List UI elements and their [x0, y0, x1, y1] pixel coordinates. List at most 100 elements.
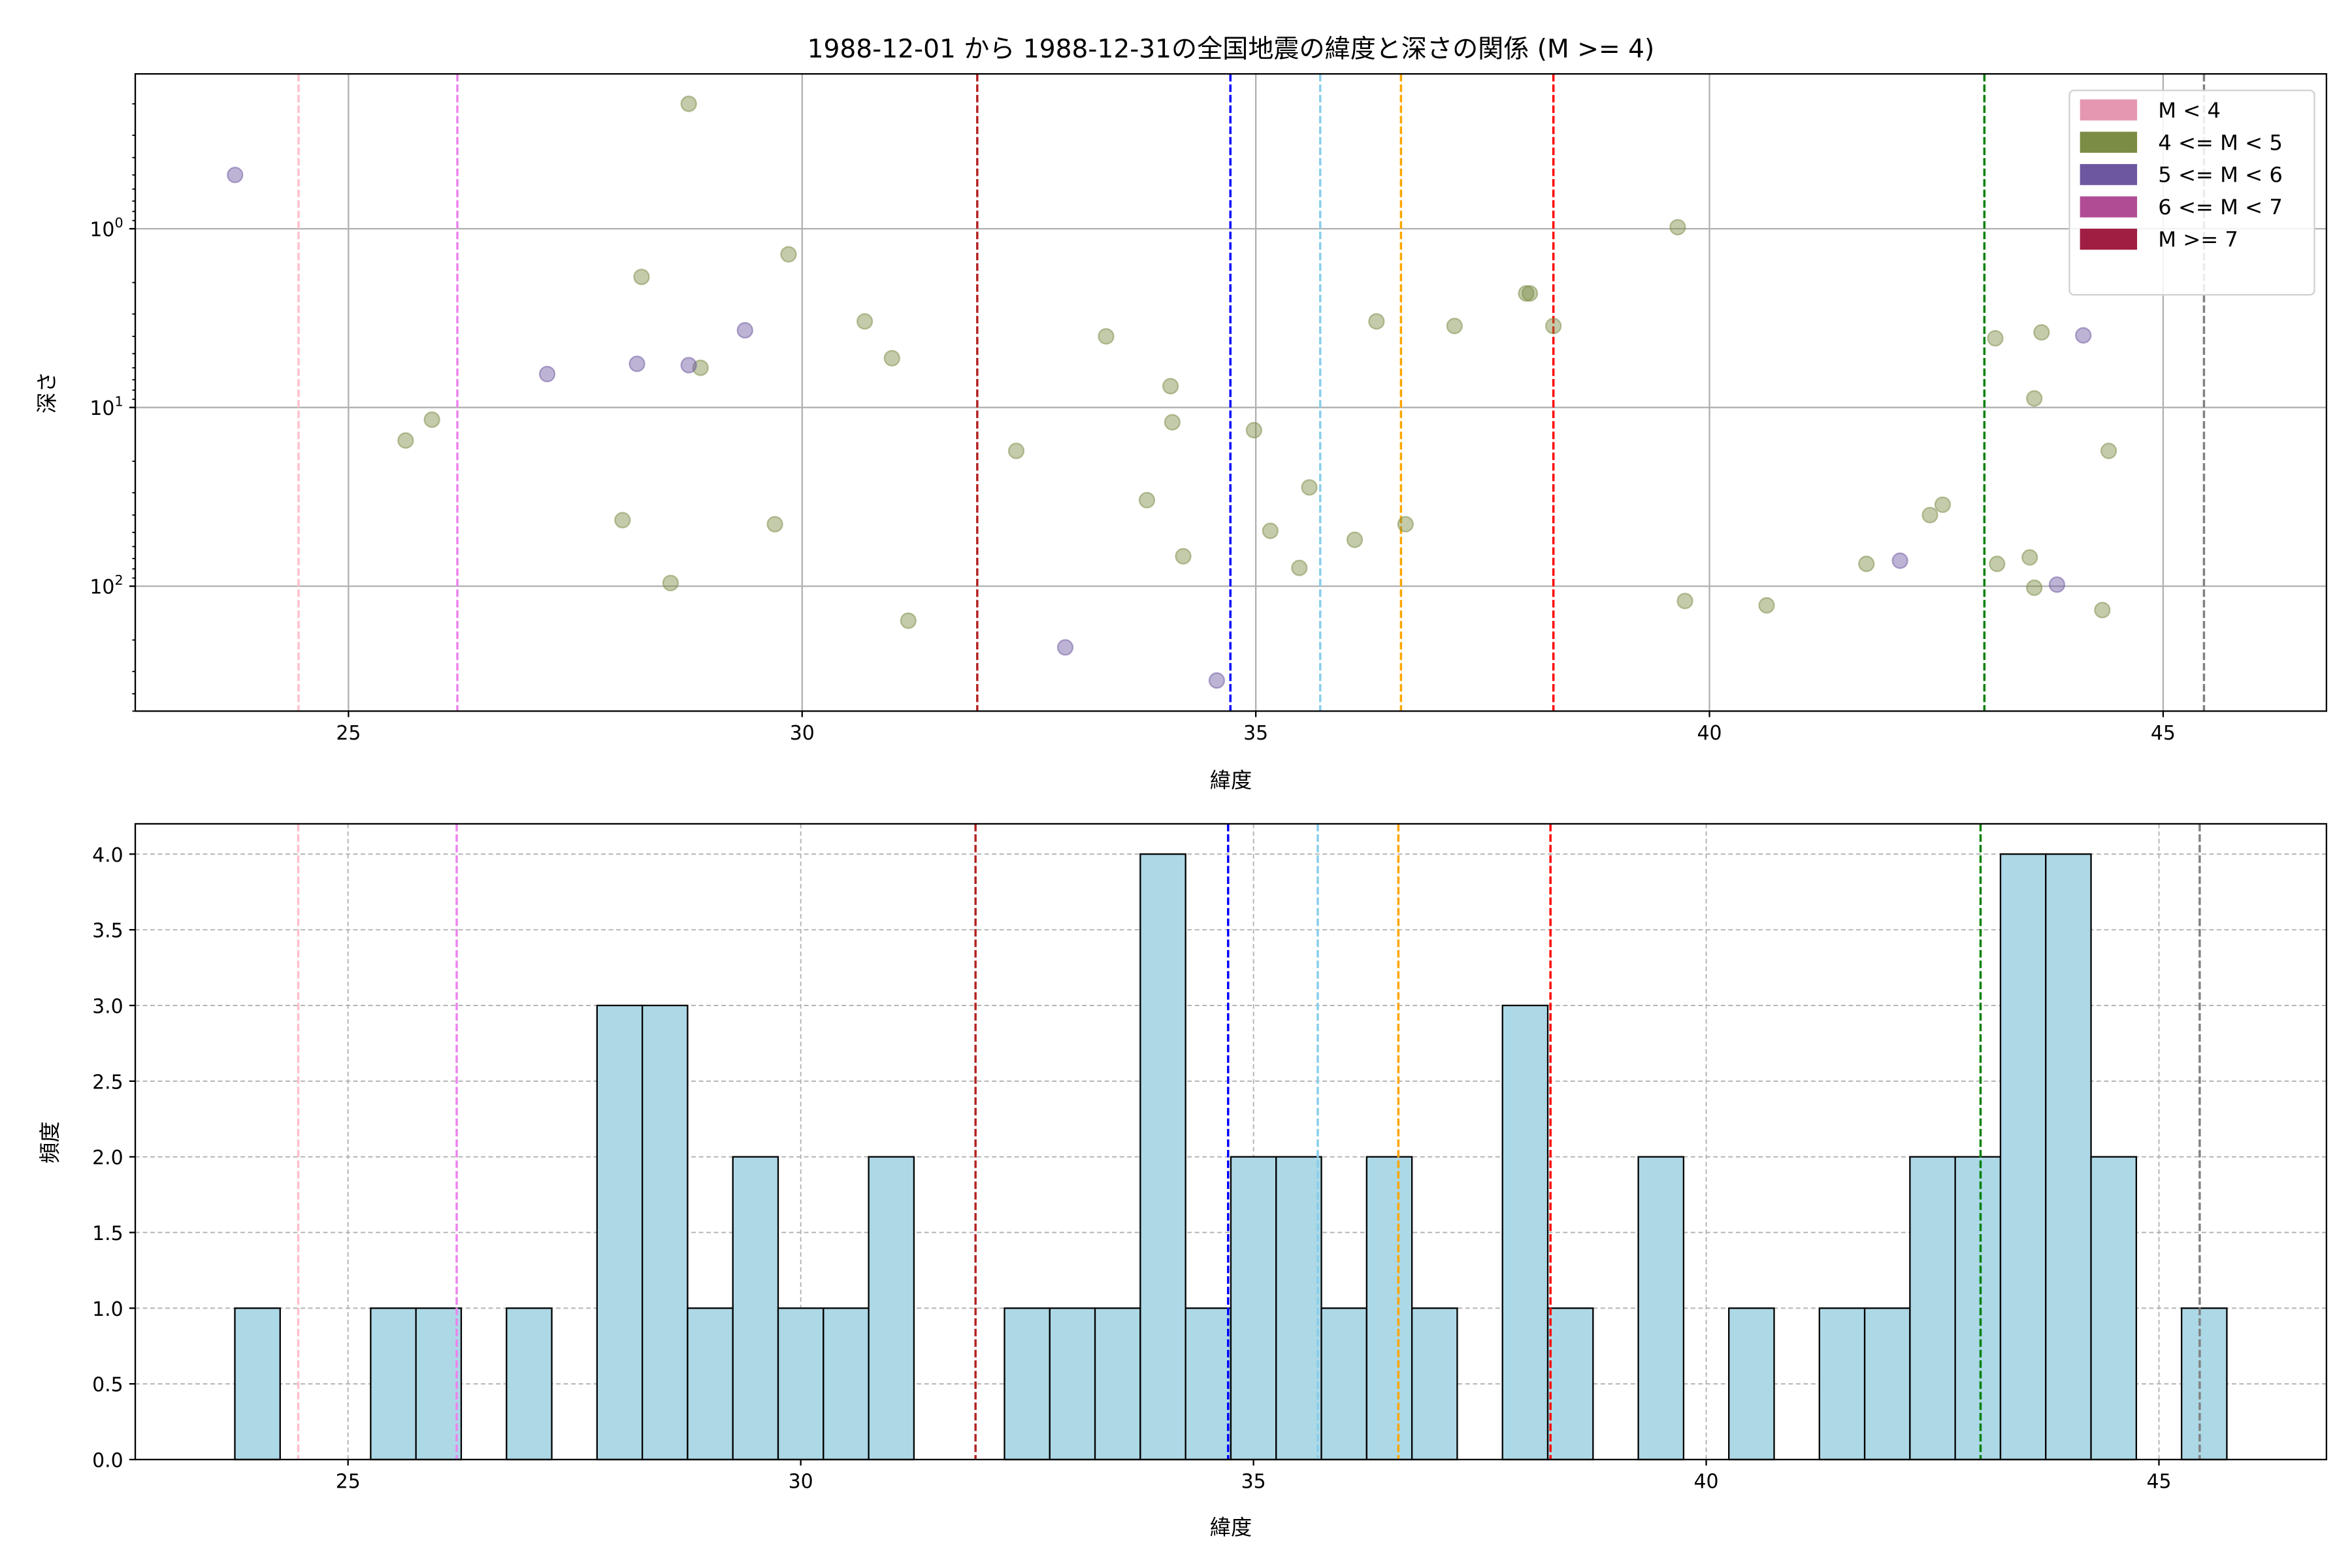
data-point: [780, 246, 797, 263]
y-tick-label: 2.0: [92, 1147, 123, 1169]
histogram-bar: [1818, 1307, 1866, 1461]
histogram-bar: [506, 1307, 553, 1461]
legend-label: 4 <= M < 5: [2158, 130, 2283, 155]
data-point: [1521, 285, 1539, 302]
data-point: [1545, 318, 1562, 335]
legend-label: M < 4: [2158, 98, 2221, 123]
y-tick-label: 3.0: [92, 995, 123, 1018]
histogram-bar: [777, 1307, 825, 1461]
y-tick-label: 4.0: [92, 844, 123, 867]
y-tick-label: 1.0: [92, 1298, 123, 1321]
x-tick-label: 25: [336, 722, 361, 745]
data-point: [1518, 285, 1535, 302]
legend-swatch: [2080, 164, 2138, 186]
histogram-bar: [1094, 1307, 1141, 1461]
histogram-bar: [1049, 1307, 1096, 1461]
histogram-bar: [370, 1307, 417, 1461]
y-tick-label: 100: [90, 215, 123, 242]
x-tick-label: 35: [1243, 722, 1268, 745]
top-y-label: 深さ: [35, 372, 59, 414]
x-tick-label: 30: [790, 722, 815, 745]
histogram-bar: [1411, 1307, 1458, 1461]
histogram-bar: [1501, 1004, 1549, 1461]
histogram-bar: [1230, 1156, 1277, 1461]
data-point: [766, 515, 783, 533]
data-point: [1921, 506, 1938, 524]
histogram-bar: [415, 1307, 463, 1461]
data-point: [1007, 442, 1025, 459]
histogram-bar: [1637, 1156, 1685, 1461]
data-point: [2094, 602, 2111, 619]
data-point: [2026, 390, 2043, 407]
y-tick-label: 3.5: [92, 920, 123, 943]
histogram-bar: [596, 1004, 644, 1461]
data-point: [1208, 672, 1226, 689]
legend-swatch: [2080, 196, 2138, 218]
data-point: [1175, 547, 1192, 565]
histogram-bar: [641, 1004, 689, 1461]
data-point: [629, 355, 645, 372]
y-tick-label: 1.5: [92, 1222, 123, 1245]
legend-swatch: [2080, 99, 2138, 121]
data-point: [1262, 522, 1279, 540]
y-tick-label: 101: [90, 393, 123, 420]
data-point: [1346, 531, 1364, 548]
data-point: [1301, 479, 1318, 496]
axes-frame: [134, 823, 2328, 1461]
data-point: [900, 612, 917, 629]
x-tick-label: 25: [336, 1471, 361, 1494]
x-tick-label: 40: [1694, 1471, 1719, 1494]
histogram-bar: [1320, 1307, 1367, 1461]
data-point: [1291, 559, 1308, 576]
bottom-x-label: 緯度: [1210, 1515, 1252, 1540]
x-tick-label: 40: [1697, 722, 1722, 745]
y-tick-label: 102: [90, 572, 123, 599]
legend: M < 4 4 <= M < 5 5 <= M < 6 6 <= M < 7 M >= …: [2068, 90, 2315, 296]
data-point: [1138, 491, 1156, 509]
data-point: [2048, 576, 2066, 593]
data-point: [736, 321, 753, 339]
chart-title: 1988-12-01 から 1988-12-31の全国地震の緯度と深さの関係 (…: [808, 35, 1655, 64]
legend-label: 5 <= M < 6: [2158, 163, 2283, 188]
histogram-bar: [868, 1156, 915, 1461]
histogram-bar: [1139, 853, 1186, 1461]
data-point: [1669, 219, 1686, 236]
histogram-axes: 25 30 35 40 45 0.0 0.5 1.0 1.5 2.0 2.5 3.0 3.5 4.0: [92, 823, 2328, 1494]
data-point: [633, 269, 650, 286]
data-point: [1891, 552, 1908, 569]
histogram-bar: [1004, 1307, 1051, 1461]
data-point: [423, 411, 440, 428]
data-point: [2075, 327, 2092, 344]
data-point: [1162, 378, 1179, 395]
data-point: [883, 350, 900, 367]
histogram-bar: [1954, 1156, 2002, 1461]
axes-frame: [134, 73, 2328, 712]
data-point: [1056, 639, 1074, 656]
x-tick-label: 30: [789, 1471, 813, 1494]
legend-label: M >= 7: [2158, 227, 2238, 252]
data-point: [856, 313, 874, 330]
data-point: [1098, 328, 1115, 345]
y-tick-label: 0.0: [92, 1449, 123, 1472]
histogram-bar: [823, 1307, 870, 1461]
data-point: [680, 357, 697, 374]
data-point: [680, 95, 697, 112]
histogram-bar: [1909, 1156, 1956, 1461]
legend-swatch: [2080, 131, 2138, 153]
data-point: [2021, 549, 2038, 566]
data-point: [662, 574, 679, 592]
data-point: [2033, 324, 2050, 341]
histogram-bar: [1728, 1307, 1775, 1461]
data-point: [227, 167, 244, 184]
scatter-axes: 25 30 35 40 45 100 101 102 M < 4 4 <= M < 5 5 <= M…: [90, 73, 2328, 745]
data-point: [538, 365, 556, 383]
histogram-bar: [687, 1307, 734, 1461]
x-tick-label: 45: [2146, 1471, 2171, 1494]
top-x-label: 緯度: [1210, 768, 1252, 793]
histogram-bar: [2090, 1156, 2138, 1461]
x-tick-label: 35: [1241, 1471, 1266, 1494]
histogram-bar: [1275, 1156, 1322, 1461]
histogram-bar: [1365, 1156, 1413, 1461]
histogram-bar: [1999, 853, 2047, 1461]
